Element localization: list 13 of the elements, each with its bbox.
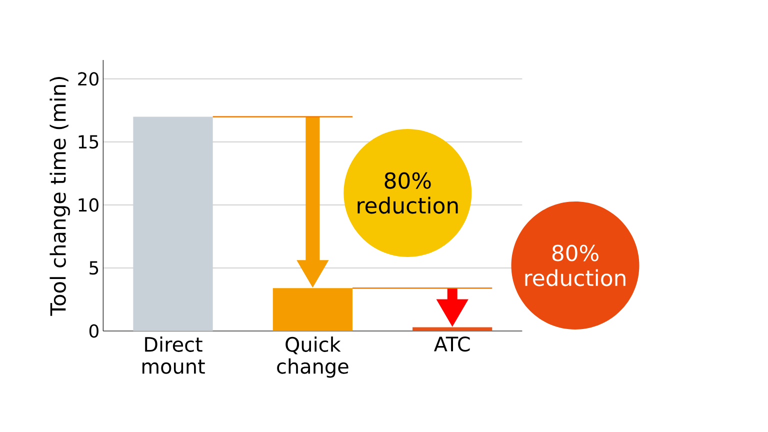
text: 80% reduction [525, 244, 626, 286]
x-tick-label: Direct mount [142, 336, 205, 374]
y-tick-label: 10 [78, 198, 98, 212]
y-tick-label: 0 [89, 324, 98, 338]
y-tick-label: 5 [90, 261, 98, 275]
x-tick-label: ATC [434, 336, 470, 352]
y-tick-label: 20 [78, 72, 98, 86]
y-tick-label: 15 [78, 135, 98, 149]
bar [412, 327, 492, 331]
annotation: 80% reduction [358, 172, 458, 214]
y-axis-title: Tool change time (min) [50, 76, 70, 316]
bar [133, 116, 213, 331]
x-tick-label: Quick change [277, 336, 348, 378]
